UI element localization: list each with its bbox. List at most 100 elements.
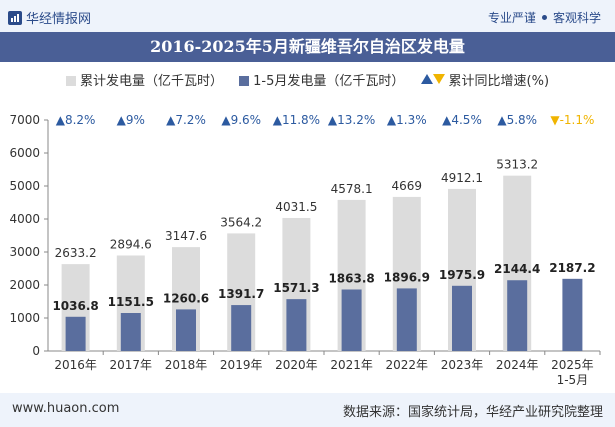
- bar-period: [341, 289, 362, 351]
- bar-period: [65, 316, 86, 351]
- chart-title: 2016-2025年5月新疆维吾尔自治区发电量: [0, 32, 615, 62]
- growth-up-icon: ▲: [387, 113, 397, 127]
- data-label-period: 1260.6: [163, 291, 209, 305]
- bar-period: [396, 288, 417, 351]
- data-label-period: 1896.9: [384, 270, 430, 284]
- data-label-annual: 4578.1: [331, 182, 373, 196]
- data-label-period: 2187.2: [549, 261, 595, 275]
- data-label-annual: 3564.2: [220, 215, 262, 229]
- footer-url[interactable]: www.huaon.com: [12, 401, 120, 416]
- data-label-annual: 2633.2: [55, 246, 97, 260]
- y-tick-label: 6000: [9, 146, 40, 160]
- x-tick-label: 2022年: [386, 358, 429, 372]
- data-label-annual: 4912.1: [441, 171, 483, 185]
- growth-up-icon: ▲: [328, 113, 338, 127]
- legend-item-growth: 累计同比增速(%): [420, 70, 550, 89]
- brand-name: 华经情报网: [26, 12, 92, 27]
- y-tick-label: 2000: [9, 278, 40, 292]
- x-tick-label: 2024年: [496, 358, 539, 372]
- data-label-annual: 4031.5: [275, 200, 317, 214]
- x-tick-label: 1-5月: [557, 373, 589, 387]
- growth-up-icon: ▲: [442, 113, 452, 127]
- growth-up-icon: ▲: [273, 113, 283, 127]
- legend-item-annual: 累计发电量（亿千瓦时）: [65, 70, 223, 89]
- growth-label: ▲1.3%: [387, 113, 427, 127]
- growth-label: ▲11.8%: [273, 113, 320, 127]
- bar-period: [452, 285, 472, 351]
- bar-period: [507, 280, 528, 351]
- growth-label: ▲8.2%: [56, 113, 96, 127]
- growth-label: ▲5.8%: [497, 113, 537, 127]
- data-label-annual: 4669: [392, 179, 423, 193]
- growth-up-icon: ▲: [221, 113, 231, 127]
- growth-value: 8.2%: [65, 113, 96, 127]
- legend-swatch-annual: [65, 76, 76, 86]
- legend-item-period: 1-5月发电量（亿千瓦时）: [239, 70, 404, 89]
- bar-period: [176, 309, 196, 351]
- x-tick-label: 2018年: [165, 358, 208, 372]
- data-label-annual: 3147.6: [165, 229, 207, 243]
- y-tick-label: 1000: [9, 311, 40, 325]
- y-tick-label: 5000: [9, 179, 40, 193]
- data-label-period: 1571.3: [273, 281, 319, 295]
- growth-label: ▲9%: [117, 113, 145, 127]
- growth-up-icon: ▲: [56, 113, 66, 127]
- x-tick-label: 2023年: [441, 358, 484, 372]
- growth-label: ▲7.2%: [166, 113, 206, 127]
- y-tick-label: 7000: [9, 113, 40, 127]
- data-label-period: 1036.8: [52, 299, 98, 313]
- y-tick-label: 4000: [9, 212, 40, 226]
- data-label-period: 1975.9: [439, 268, 485, 282]
- chart-legend: 累计发电量（亿千瓦时） 1-5月发电量（亿千瓦时） 累计同比增速(%): [0, 70, 615, 89]
- bar-period: [120, 313, 141, 351]
- bar-chart: 0 1000 2000 3000 4000 5000 6000 7000 2633.2 1036.…: [9, 113, 601, 387]
- growth-down-icon: ▼: [550, 113, 560, 127]
- data-label-period: 1863.8: [328, 271, 374, 285]
- growth-up-icon: ▲: [497, 113, 507, 127]
- growth-label: ▲13.2%: [328, 113, 375, 127]
- growth-label: ▼-1.1%: [550, 113, 594, 127]
- growth-value: 9%: [126, 113, 145, 127]
- y-tick-label: 3000: [9, 245, 40, 259]
- growth-value: 7.2%: [175, 113, 206, 127]
- triangle-up-icon: [420, 74, 433, 84]
- bar-period: [231, 305, 252, 351]
- top-bar: 华经情报网 专业严谨 客观科学: [0, 0, 615, 32]
- footer-bar: www.huaon.com 数据来源：国家统计局，华经产业研究院整理: [0, 393, 615, 427]
- brand-logo-icon: [8, 11, 22, 25]
- y-tick-label: 0: [32, 344, 40, 358]
- bar-period: [286, 299, 307, 351]
- growth-up-icon: ▲: [166, 113, 176, 127]
- data-label-annual: 5313.2: [496, 158, 538, 172]
- growth-value: 9.6%: [231, 113, 262, 127]
- legend-label-period: 1-5月发电量（亿千瓦时）: [253, 74, 405, 89]
- x-tick-label: 2020年: [275, 358, 318, 372]
- growth-value: 1.3%: [396, 113, 427, 127]
- data-label-period: 1391.7: [218, 287, 264, 301]
- growth-value: 11.8%: [282, 113, 320, 127]
- tagline: 专业严谨 客观科学: [488, 9, 601, 26]
- growth-value: 4.5%: [451, 113, 482, 127]
- tagline-dot-icon: [541, 15, 547, 20]
- growth-value: 5.8%: [507, 113, 538, 127]
- footer-source: 数据来源：国家统计局，华经产业研究院整理: [342, 405, 603, 420]
- data-label-period: 2144.4: [494, 262, 540, 276]
- triangle-down-icon: [432, 74, 445, 84]
- growth-label: ▲9.6%: [221, 113, 261, 127]
- tagline-right: 客观科学: [552, 11, 601, 25]
- growth-up-icon: ▲: [117, 113, 127, 127]
- legend-label-growth: 累计同比增速(%): [448, 74, 550, 89]
- tagline-left: 专业严谨: [487, 11, 536, 25]
- x-tick-label: 2025年: [551, 358, 594, 372]
- bar-period: [562, 278, 583, 351]
- legend-label-annual: 累计发电量（亿千瓦时）: [79, 74, 223, 89]
- legend-swatch-period: [239, 76, 250, 86]
- growth-label: ▲4.5%: [442, 113, 482, 127]
- growth-value: 13.2%: [337, 113, 375, 127]
- x-tick-label: 2021年: [330, 358, 373, 372]
- x-tick-label: 2019年: [220, 358, 263, 372]
- data-label-period: 1151.5: [108, 295, 154, 309]
- growth-value: -1.1%: [560, 113, 595, 127]
- data-label-annual: 2894.6: [110, 237, 152, 251]
- brand[interactable]: 华经情报网: [8, 8, 91, 27]
